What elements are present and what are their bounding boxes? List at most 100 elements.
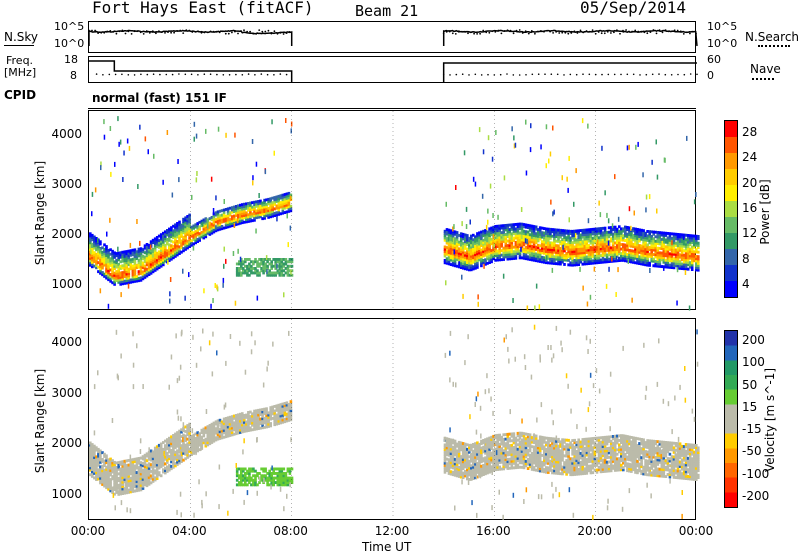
heat-cell xyxy=(538,251,542,254)
heat-cell xyxy=(267,211,270,215)
heat-cell xyxy=(89,236,92,240)
heat-cell xyxy=(255,204,258,208)
heat-cell xyxy=(192,224,195,228)
heat-cell xyxy=(690,252,694,256)
heat-cell-secondary xyxy=(256,262,259,266)
heat-cell xyxy=(206,220,210,224)
heat-cell xyxy=(551,250,554,254)
heat-cell xyxy=(459,257,463,260)
heat-cell xyxy=(484,447,487,451)
nsearch-point xyxy=(109,30,112,32)
heat-cell xyxy=(557,257,560,261)
heat-cell xyxy=(224,435,228,439)
heat-cell xyxy=(257,408,260,412)
heat-cell xyxy=(526,232,530,236)
heat-cell-secondary xyxy=(284,260,288,264)
heat-cell xyxy=(119,264,122,268)
nave-point xyxy=(140,73,142,76)
nsearch-point xyxy=(500,32,503,35)
heat-cell xyxy=(622,258,625,262)
heat-cell xyxy=(514,241,518,244)
noise-cell xyxy=(207,223,209,229)
heat-cell xyxy=(143,465,147,468)
heat-cell xyxy=(239,426,242,430)
heat-cell xyxy=(271,203,274,207)
heat-cell xyxy=(516,225,520,228)
heat-cell-secondary xyxy=(262,262,265,266)
heat-cell xyxy=(559,249,562,252)
heat-cell xyxy=(611,232,615,236)
heat-cell xyxy=(208,226,212,230)
heat-cell xyxy=(111,463,114,467)
heat-cell-secondary xyxy=(278,260,282,264)
nsky-series-1 xyxy=(442,29,698,47)
heat-cell xyxy=(605,253,609,257)
heat-cell xyxy=(512,239,516,242)
heat-cell xyxy=(626,255,629,259)
heat-cell xyxy=(494,243,497,246)
heat-cell xyxy=(498,235,501,239)
heat-cell xyxy=(91,452,94,456)
heat-cell xyxy=(472,254,475,257)
heat-cell xyxy=(488,463,491,467)
heat-cell xyxy=(222,215,226,219)
heat-cell xyxy=(127,276,131,280)
heat-cell xyxy=(101,257,104,261)
heat-cell-secondary xyxy=(270,273,273,277)
heat-cell xyxy=(115,484,118,488)
heat-cell xyxy=(500,447,503,451)
heat-cell xyxy=(449,456,453,460)
heat-cell xyxy=(202,236,206,240)
heat-cell xyxy=(571,259,574,263)
heat-cell xyxy=(143,456,147,459)
heat-cell xyxy=(615,239,619,242)
heat-cell xyxy=(591,252,595,256)
heat-cell xyxy=(504,246,508,250)
heat-cell xyxy=(545,236,548,240)
heat-cell xyxy=(547,227,550,231)
heat-cell xyxy=(234,218,238,222)
heat-cell xyxy=(180,428,183,432)
nave-point xyxy=(613,73,616,76)
heat-cell xyxy=(593,250,597,254)
heat-cell xyxy=(628,248,631,252)
heat-cell xyxy=(216,428,220,432)
heat-cell-secondary xyxy=(250,267,253,270)
heat-cell xyxy=(476,443,479,447)
heat-cell xyxy=(117,265,120,269)
heat-cell xyxy=(622,256,625,260)
heat-cell xyxy=(279,416,283,420)
heat-cell xyxy=(496,233,499,237)
heat-cell xyxy=(472,233,475,237)
nave-point xyxy=(677,73,679,76)
nsearch-point xyxy=(200,31,203,34)
heat-cell xyxy=(188,438,191,442)
heat-cell xyxy=(121,275,124,279)
heat-cell xyxy=(488,234,491,237)
heat-cell xyxy=(545,238,548,242)
heat-cell xyxy=(95,464,98,468)
heat-cell xyxy=(129,476,133,480)
heat-cell xyxy=(565,252,568,255)
heat-cell xyxy=(198,432,201,436)
heat-cell xyxy=(455,235,459,239)
heat-cell xyxy=(97,452,100,456)
heat-cell xyxy=(468,250,471,254)
heat-cell xyxy=(453,471,457,475)
heat-cell xyxy=(269,422,272,425)
heat-cell xyxy=(526,239,530,243)
nave-point xyxy=(689,73,692,75)
heat-cell xyxy=(125,459,129,463)
heat-cell xyxy=(145,475,149,478)
heat-cell xyxy=(143,481,147,484)
heat-cell xyxy=(654,239,657,243)
noise-cell xyxy=(232,251,235,256)
nsearch-point xyxy=(509,29,512,32)
heat-cell xyxy=(147,248,151,252)
heat-cell xyxy=(234,416,238,420)
heat-cell xyxy=(267,202,270,206)
heat-cell xyxy=(646,243,649,247)
noise-cell xyxy=(239,256,242,262)
heat-cell xyxy=(218,223,222,227)
heat-cell xyxy=(443,236,447,240)
